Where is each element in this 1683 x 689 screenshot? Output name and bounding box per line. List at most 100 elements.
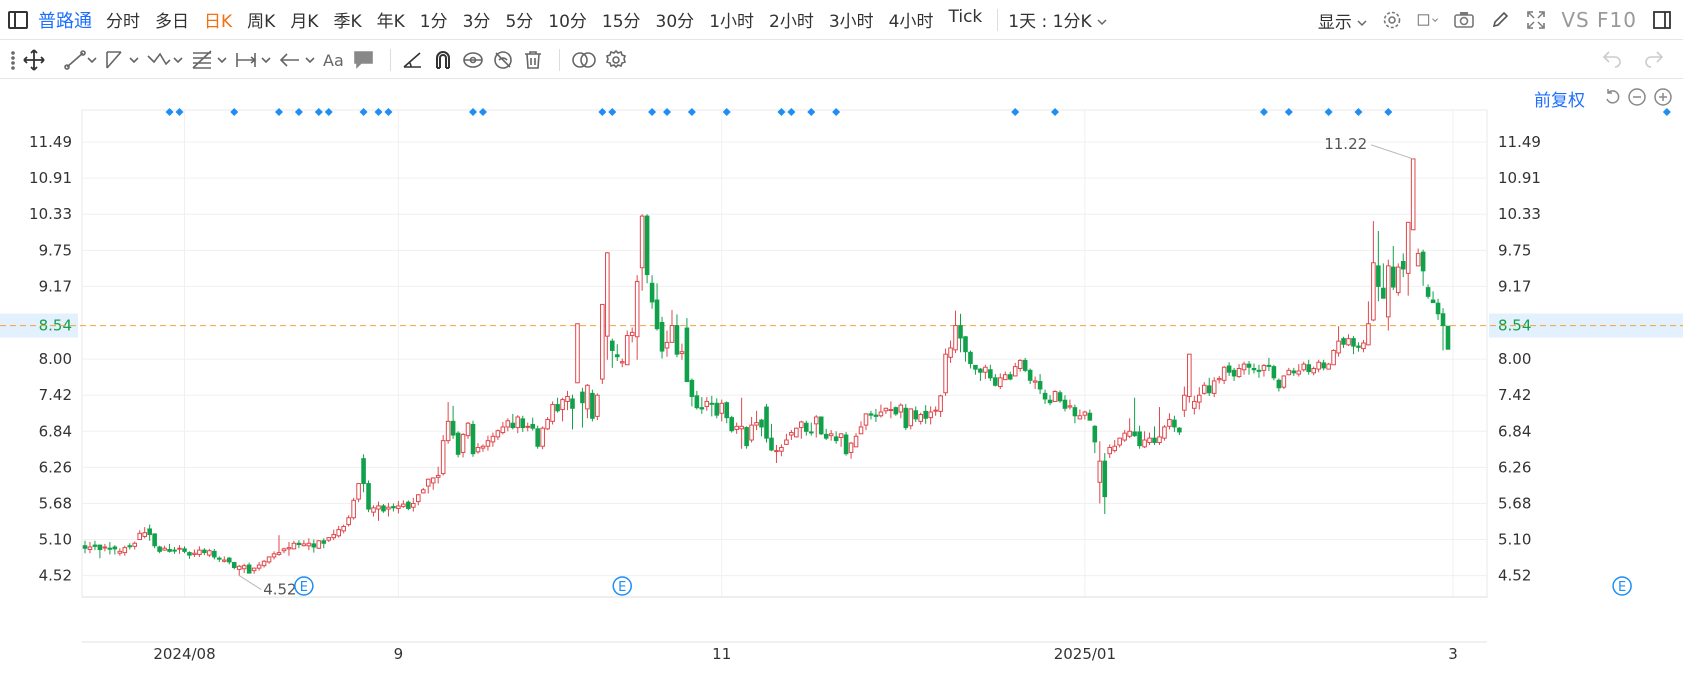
candle-up <box>1216 377 1222 381</box>
candle-down <box>1321 362 1326 369</box>
candle-up <box>326 537 332 541</box>
candle-up <box>331 534 337 539</box>
candle-up <box>853 435 859 448</box>
wave-pattern-tool-icon[interactable] <box>146 45 184 75</box>
period-tab[interactable]: 2小时 <box>769 12 814 32</box>
interval-select[interactable]: 1天 : 1分K <box>1008 7 1107 32</box>
period-tab[interactable]: 年K <box>376 12 405 32</box>
camera-icon[interactable] <box>1453 9 1475 31</box>
period-tab[interactable]: 周K <box>247 12 276 32</box>
candle-up <box>515 416 521 429</box>
period-tab[interactable]: 15分 <box>601 12 641 32</box>
channel-tool-icon[interactable] <box>104 45 140 75</box>
panel-toggle-icon[interactable] <box>1651 9 1673 31</box>
fibonacci-tool-icon[interactable] <box>190 45 228 75</box>
candle-up <box>505 420 511 428</box>
candle-up <box>1211 380 1217 394</box>
period-tab[interactable]: 3分 <box>462 12 491 32</box>
move-cursor-icon[interactable] <box>22 45 46 75</box>
candle-up <box>948 347 953 358</box>
text-tool-icon[interactable]: Aa <box>322 45 346 75</box>
stock-name[interactable]: 普路通 <box>38 10 92 32</box>
magnet-icon[interactable] <box>431 45 455 75</box>
period-tab[interactable]: 1分 <box>419 12 448 32</box>
period-tab[interactable]: 月K <box>290 12 319 32</box>
period-tab[interactable]: 1小时 <box>709 12 755 32</box>
candle-down <box>510 422 516 429</box>
drag-handle-icon[interactable] <box>10 45 16 75</box>
display-dropdown[interactable]: 显示 <box>1318 8 1367 33</box>
candle-down <box>321 540 327 544</box>
hide-drawings-icon[interactable] <box>491 45 515 75</box>
toolbar-settings-icon[interactable] <box>604 45 628 75</box>
period-tab[interactable]: 10分 <box>548 12 587 32</box>
reset-icon[interactable] <box>1603 87 1623 107</box>
period-tab[interactable]: 3小时 <box>828 12 874 32</box>
period-tab[interactable]: Tick <box>948 7 983 27</box>
candle-up <box>142 532 147 537</box>
period-tab[interactable]: 季K <box>333 12 362 32</box>
drawing-toolbar: Aa <box>0 41 1683 79</box>
trash-icon[interactable] <box>521 45 545 75</box>
candle-up <box>276 552 282 555</box>
sidebar-toggle-icon[interactable] <box>8 10 28 29</box>
zoom-in-icon[interactable] <box>1653 87 1673 107</box>
redo-icon[interactable] <box>1643 48 1665 72</box>
compare-icon[interactable] <box>570 45 598 75</box>
candle-up <box>1261 364 1267 371</box>
period-tab[interactable]: 30分 <box>655 12 695 32</box>
candle-up <box>1052 391 1058 402</box>
period-tab[interactable]: 4小时 <box>888 12 934 32</box>
event-diamond-marker <box>687 108 696 116</box>
candle-up <box>435 474 441 478</box>
divider <box>559 48 560 71</box>
trend-line-tool-icon[interactable] <box>64 45 98 75</box>
zoom-out-icon[interactable] <box>1627 87 1647 107</box>
chevron-down-icon <box>1357 19 1367 26</box>
settings-gear-icon[interactable] <box>1381 9 1403 31</box>
period-tab[interactable]: 多日 <box>155 12 189 32</box>
period-tab[interactable]: 日K <box>204 12 233 32</box>
vs-f10-button[interactable]: VS F10 <box>1561 8 1637 32</box>
candle-down <box>127 545 133 548</box>
x-tick-label: 2025/01 <box>1054 645 1116 663</box>
candle-up <box>605 252 610 337</box>
angle-tool-icon[interactable] <box>401 45 425 75</box>
pencil-icon[interactable] <box>1489 9 1511 31</box>
candle-down <box>1087 412 1093 421</box>
candle-down <box>978 368 983 373</box>
candlestick-chart[interactable]: 11.49 11.49 10.91 10.91 10.33 10.33 9.75 9.75 9.… <box>0 80 1683 685</box>
candle-down <box>1425 287 1431 297</box>
period-tab[interactable]: 分时 <box>106 12 140 32</box>
lock-drawings-icon[interactable] <box>461 45 485 75</box>
candle-down <box>1007 374 1013 380</box>
chart-area[interactable]: 前复权 11.49 11.49 10.91 10.91 10.33 10.33 9.75 9.… <box>0 80 1683 685</box>
candle-down <box>1351 338 1356 347</box>
candle-up <box>306 542 312 547</box>
candle-up <box>1236 367 1242 378</box>
period-tab[interactable]: 5分 <box>505 12 534 32</box>
candle-up <box>1286 369 1292 376</box>
arrow-tool-icon[interactable] <box>278 45 316 75</box>
candle-down <box>1356 345 1361 348</box>
candle-up <box>316 540 322 549</box>
price-adjust-button[interactable]: 前复权 <box>1534 91 1585 111</box>
candle-down <box>649 282 655 303</box>
comment-tool-icon[interactable] <box>352 45 376 75</box>
candle-down <box>202 549 207 554</box>
candle-up <box>734 425 739 430</box>
fullscreen-icon[interactable] <box>1525 9 1547 31</box>
undo-icon[interactable] <box>1601 48 1623 72</box>
candle-down <box>311 543 317 548</box>
interval-select-label: 1天 : 1分K <box>1008 12 1092 32</box>
candle-up <box>256 564 262 569</box>
event-diamond-marker <box>1662 108 1671 116</box>
measure-tool-icon[interactable] <box>234 45 272 75</box>
candle-down <box>450 420 456 436</box>
candle-up <box>281 548 287 552</box>
candle-down <box>1172 419 1177 428</box>
candle-up <box>933 409 938 412</box>
candle-up <box>878 411 884 417</box>
layout-square-icon[interactable] <box>1417 9 1439 31</box>
candle-up <box>162 547 167 551</box>
